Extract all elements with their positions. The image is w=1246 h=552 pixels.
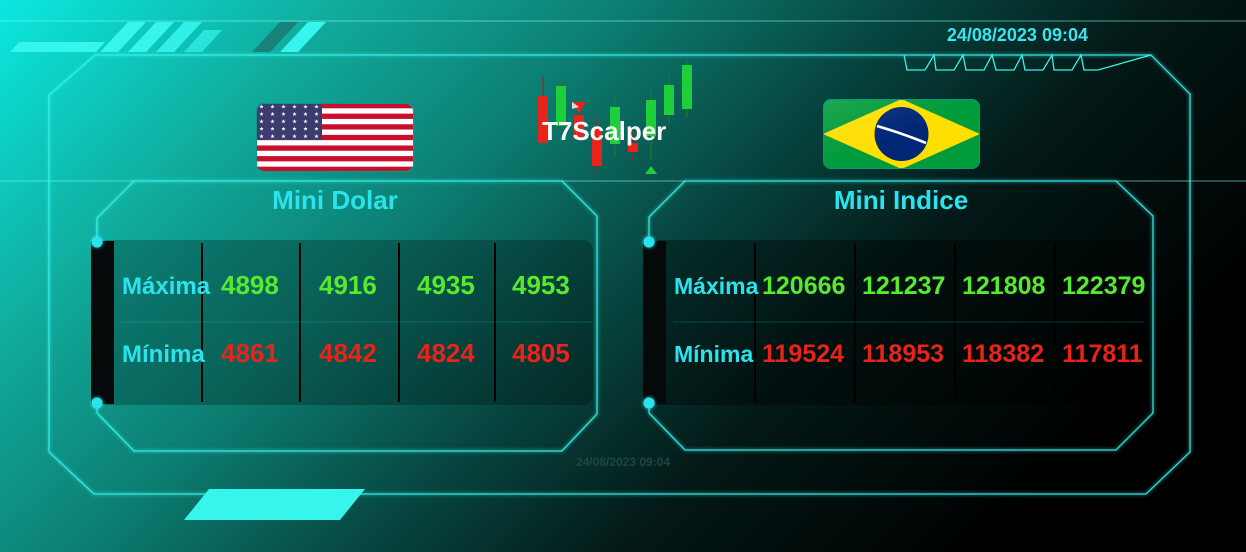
svg-text:121237: 121237 — [862, 272, 945, 300]
svg-text:4916: 4916 — [319, 270, 377, 300]
svg-text:Mínima: Mínima — [674, 341, 753, 367]
svg-text:117811: 117811 — [1062, 340, 1143, 368]
svg-text:120666: 120666 — [762, 272, 845, 300]
svg-text:24/08/2023 09:04: 24/08/2023 09:04 — [947, 25, 1088, 45]
svg-text:Mínima: Mínima — [122, 341, 205, 368]
svg-text:122379: 122379 — [1062, 272, 1145, 300]
svg-text:119524: 119524 — [762, 340, 844, 368]
svg-text:Mini Indice: Mini Indice — [834, 185, 968, 215]
svg-text:4824: 4824 — [417, 338, 475, 368]
svg-text:4861: 4861 — [221, 338, 279, 368]
svg-text:T7Scalper: T7Scalper — [542, 116, 666, 146]
svg-text:4805: 4805 — [512, 338, 570, 368]
svg-text:4842: 4842 — [319, 338, 377, 368]
svg-text:121808: 121808 — [962, 272, 1046, 300]
svg-text:24/08/2023 09:04: 24/08/2023 09:04 — [576, 455, 670, 469]
svg-text:Máxima: Máxima — [122, 273, 211, 300]
svg-text:4953: 4953 — [512, 270, 570, 300]
svg-text:Mini Dolar: Mini Dolar — [272, 185, 398, 215]
svg-text:118953: 118953 — [862, 340, 944, 368]
svg-text:4935: 4935 — [417, 270, 475, 300]
svg-text:4898: 4898 — [221, 270, 279, 300]
svg-text:Máxima: Máxima — [674, 273, 759, 299]
svg-text:118382: 118382 — [962, 340, 1044, 368]
